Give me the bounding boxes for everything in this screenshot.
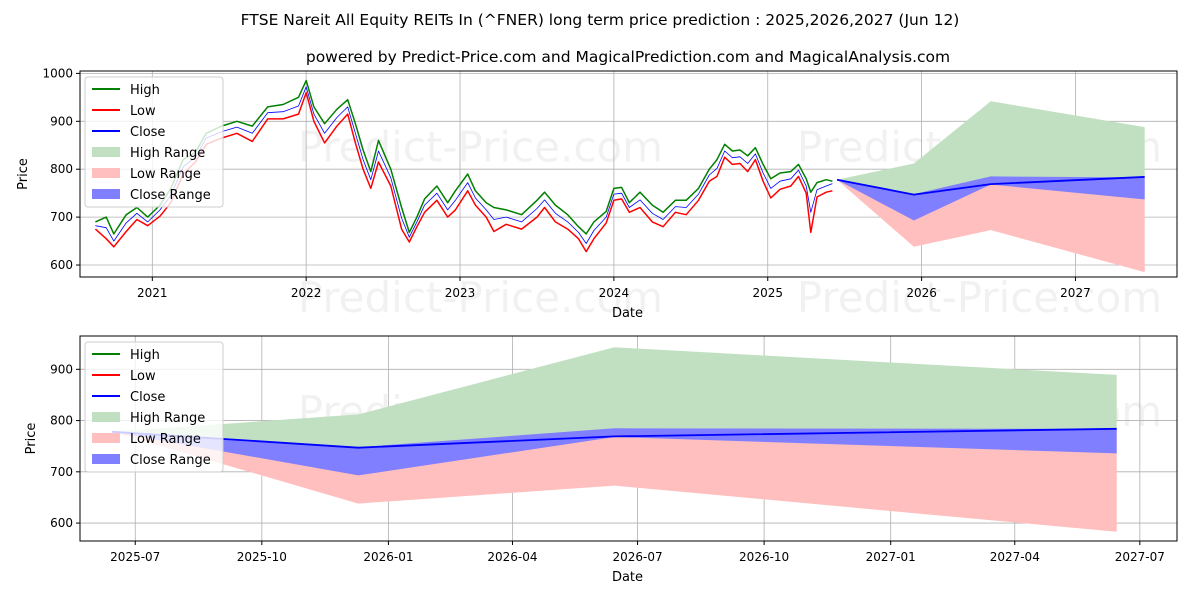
x-tick-label: 2025-07: [110, 550, 160, 564]
x-tick-label: 2022: [291, 286, 322, 300]
legend-swatch-patch: [92, 147, 120, 157]
x-tick-label: 2026: [906, 286, 937, 300]
close-history-line: [95, 86, 833, 244]
y-tick-label: 1000: [42, 66, 73, 80]
legend-label: Low Range: [130, 432, 201, 447]
legend-swatch-patch: [92, 454, 120, 464]
x-tick-label: 2023: [445, 286, 476, 300]
legend-swatch-patch: [92, 168, 120, 178]
y-tick-label: 800: [50, 414, 73, 428]
legend-label: Close: [130, 125, 165, 140]
x-tick-label: 2027-01: [866, 550, 916, 564]
plot-area: [94, 79, 1145, 273]
plot-area: [112, 347, 1117, 532]
close-prediction-line: [836, 176, 1145, 196]
x-tick-label: 2026-04: [487, 550, 537, 564]
axes: 2021 2022 2023 2024 2025 2026 2027 600 700 800 900…: [16, 66, 1091, 321]
panel-frame: [79, 335, 1178, 542]
chart-title: FTSE Nareit All Equity REITs In (^FNER) …: [241, 11, 960, 29]
chart-subtitle: powered by Predict-Price.com and Magical…: [306, 48, 950, 66]
y-tick-label: 800: [50, 162, 73, 176]
y-tick-label: 700: [50, 465, 73, 479]
y-tick-label: 900: [50, 362, 73, 376]
x-tick-label: 2025-10: [237, 550, 287, 564]
x-tick-label: 2026-10: [739, 550, 789, 564]
legend-swatch-patch: [92, 433, 120, 443]
legend-swatch-patch: [92, 412, 120, 422]
close-range-band: [112, 428, 1117, 476]
close-prediction-line: [112, 427, 1117, 449]
x-tick-label: 2027-07: [1115, 550, 1165, 564]
bottom-panel: Predict-Price.comPredict-Price.com2025-0…: [24, 335, 1178, 585]
legend: High Low Close High Range Low Range Close Ran…: [84, 341, 224, 473]
y-tick-label: 700: [50, 210, 73, 224]
high-range-band: [837, 101, 1145, 195]
legend-label: Close: [130, 390, 165, 405]
legend-label: High Range: [130, 146, 205, 161]
low-series-line: [94, 91, 833, 253]
legend-label: Low Range: [130, 167, 201, 182]
x-tick-label: 2024: [599, 286, 630, 300]
legend-label: High: [130, 348, 160, 363]
high-series-line: [95, 79, 833, 235]
legend-label: Low: [130, 104, 156, 119]
x-tick-label: 2026-07: [612, 550, 662, 564]
x-tick-label: 2021: [137, 286, 168, 300]
legend-label: Close Range: [130, 188, 211, 203]
y-tick-label: 900: [50, 114, 73, 128]
x-tick-label: 2025: [752, 286, 783, 300]
legend-label: High Range: [130, 411, 205, 426]
y-tick-label: 600: [50, 258, 73, 272]
top-panel: Predict-Price.com Predict-Price.com Predic…: [16, 66, 1178, 322]
x-axis-label: Date: [612, 570, 643, 585]
x-tick-label: 2026-01: [363, 550, 413, 564]
watermark-text: Predict-Price.com: [298, 273, 663, 322]
legend-swatch-patch: [92, 189, 120, 199]
axes: 2025-07 2025-10 2026-01 2026-04 2026-07 2026-…: [24, 362, 1165, 585]
panel-frame: [79, 70, 1178, 278]
legend-label: High: [130, 83, 160, 98]
high-range-band: [112, 347, 1117, 448]
legend: High Low Close High Range Low Range Close Ran…: [84, 76, 224, 208]
legend-label: Close Range: [130, 453, 211, 468]
legend-label: Low: [130, 369, 156, 384]
y-tick-label: 600: [50, 516, 73, 530]
y-axis-label: Price: [24, 423, 39, 455]
x-tick-label: 2027-04: [990, 550, 1040, 564]
watermark-text: Predict-Price.com: [797, 273, 1162, 322]
watermark-text: Predict-Price.com: [298, 123, 663, 172]
close-range-band: [837, 176, 1145, 221]
x-axis-label: Date: [612, 306, 643, 321]
y-axis-label: Price: [16, 158, 31, 190]
x-tick-label: 2027: [1060, 286, 1091, 300]
